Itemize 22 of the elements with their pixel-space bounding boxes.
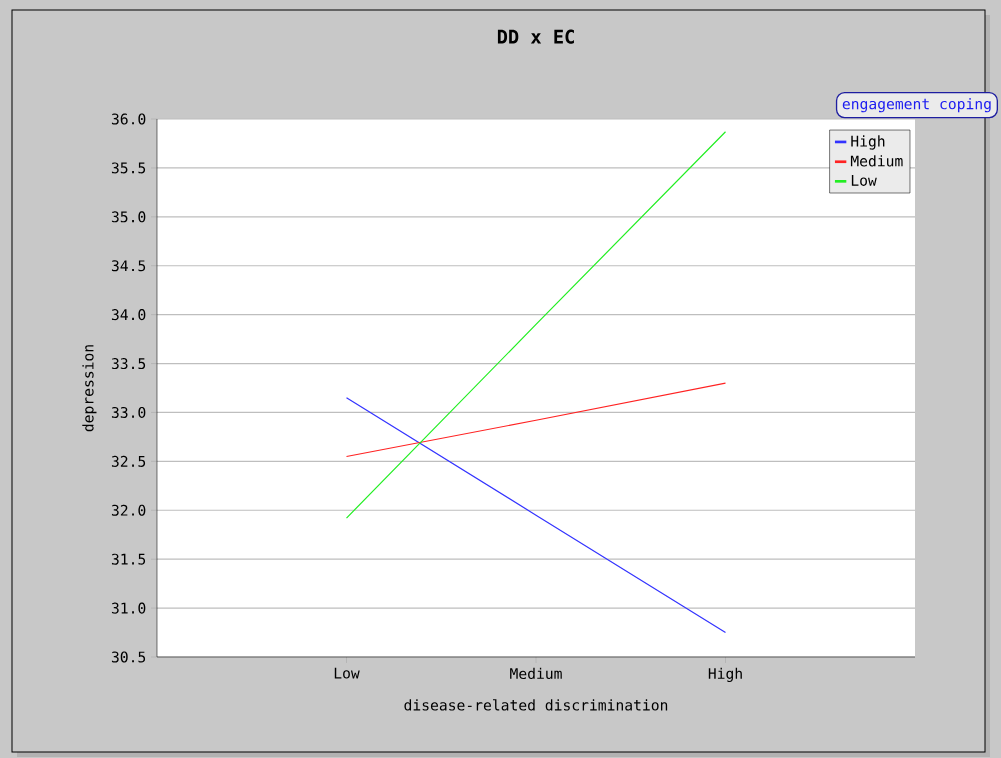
y-tick-label: 31.0 (111, 602, 146, 614)
y-tick-label: 30.5 (111, 651, 146, 663)
y-tick-label: 35.0 (111, 211, 146, 223)
y-tick-label: 36.0 (111, 113, 146, 125)
legend-label: Low (851, 174, 877, 186)
x-tick-label: High (708, 667, 742, 683)
legend-title: engagement coping (842, 97, 991, 113)
y-tick-label: 32.0 (111, 504, 146, 516)
x-axis-title: disease-related discrimination (404, 699, 668, 711)
y-tick-label: 35.5 (111, 162, 146, 174)
y-tick-label: 33.0 (111, 406, 146, 418)
y-axis-title: depression (82, 345, 97, 432)
y-tick-label: 31.5 (111, 553, 146, 565)
y-tick-label: 32.5 (111, 455, 146, 467)
x-tick-label: Low (334, 667, 360, 679)
legend-label: High (851, 135, 885, 150)
y-tick-label: 34.0 (111, 309, 146, 321)
x-tick-label: Medium (510, 667, 562, 680)
chart-title: DD x EC (497, 29, 574, 44)
y-tick-label: 33.5 (111, 358, 146, 370)
legend-label: Medium (850, 155, 903, 167)
y-tick-label: 34.5 (111, 260, 146, 272)
